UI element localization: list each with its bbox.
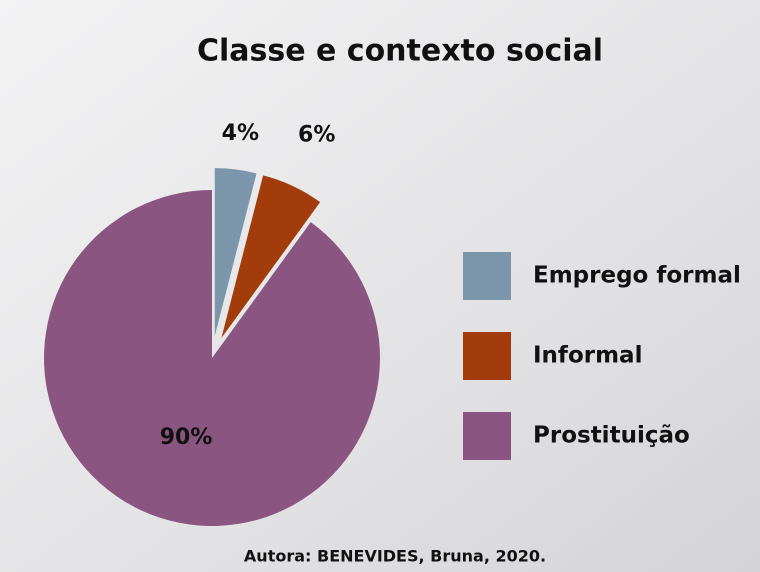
- legend-swatch: [463, 252, 511, 300]
- pie-slice: [214, 168, 257, 337]
- legend-label: Emprego formal: [533, 263, 741, 289]
- legend-swatch: [463, 332, 511, 380]
- source: Autora: BENEVIDES, Bruna, 2020.: [244, 547, 546, 566]
- pie-slice: [221, 175, 321, 339]
- value-label: 6%: [298, 122, 335, 147]
- chart-title: Classe e contexto social: [197, 34, 603, 69]
- legend-label: Informal: [533, 343, 642, 369]
- value-label: 90%: [160, 425, 213, 450]
- legend-label: Prostituição: [533, 423, 690, 449]
- value-label: 4%: [222, 121, 259, 146]
- pie-slice: [44, 190, 381, 527]
- legend-swatch: [463, 412, 511, 460]
